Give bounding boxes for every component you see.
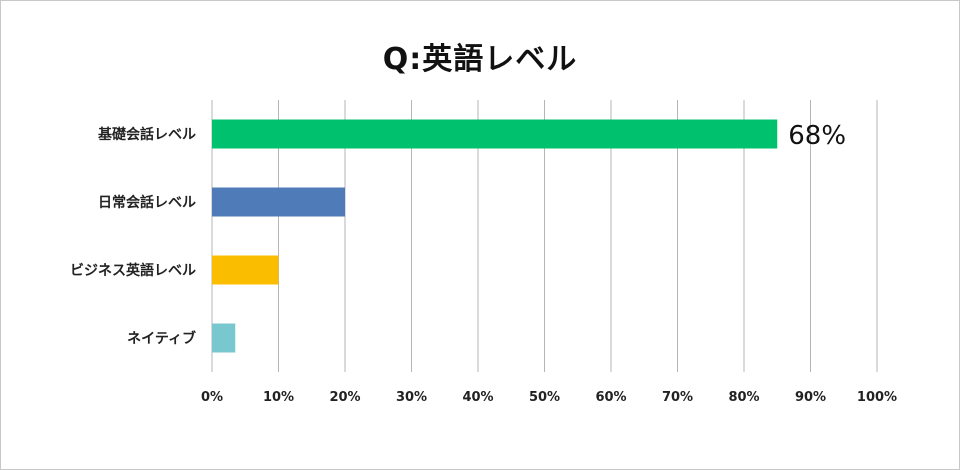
x-tick-label: 20%	[329, 390, 360, 405]
x-tick-label: 50%	[529, 390, 560, 405]
category-label: ビジネス英語レベル	[70, 262, 196, 279]
bar	[212, 255, 279, 285]
category-label: 日常会話レベル	[98, 194, 196, 211]
chart-title: Q:英語レベル	[382, 42, 578, 77]
bar	[212, 187, 345, 217]
x-tick-label: 70%	[662, 390, 693, 405]
x-tick-label: 10%	[263, 390, 294, 405]
x-tick-label: 80%	[728, 390, 759, 405]
x-tick-label: 30%	[396, 390, 427, 405]
x-tick-label: 90%	[795, 390, 826, 405]
x-tick-label: 0%	[201, 390, 223, 405]
x-tick-labels: 0% 10% 20% 30% 40% 50% 60% 70% 80% 90% 100%	[201, 390, 897, 405]
bar	[212, 323, 236, 353]
category-label: ネイティブ	[127, 330, 196, 347]
category-label: 基礎会話レベル	[98, 126, 196, 143]
x-tick-label: 100%	[857, 390, 897, 405]
bar	[212, 119, 778, 149]
x-tick-label: 40%	[462, 390, 493, 405]
bars	[212, 119, 778, 353]
x-tick-label: 60%	[595, 390, 626, 405]
data-label: 68%	[788, 121, 846, 151]
data-labels: 68%	[788, 121, 846, 151]
